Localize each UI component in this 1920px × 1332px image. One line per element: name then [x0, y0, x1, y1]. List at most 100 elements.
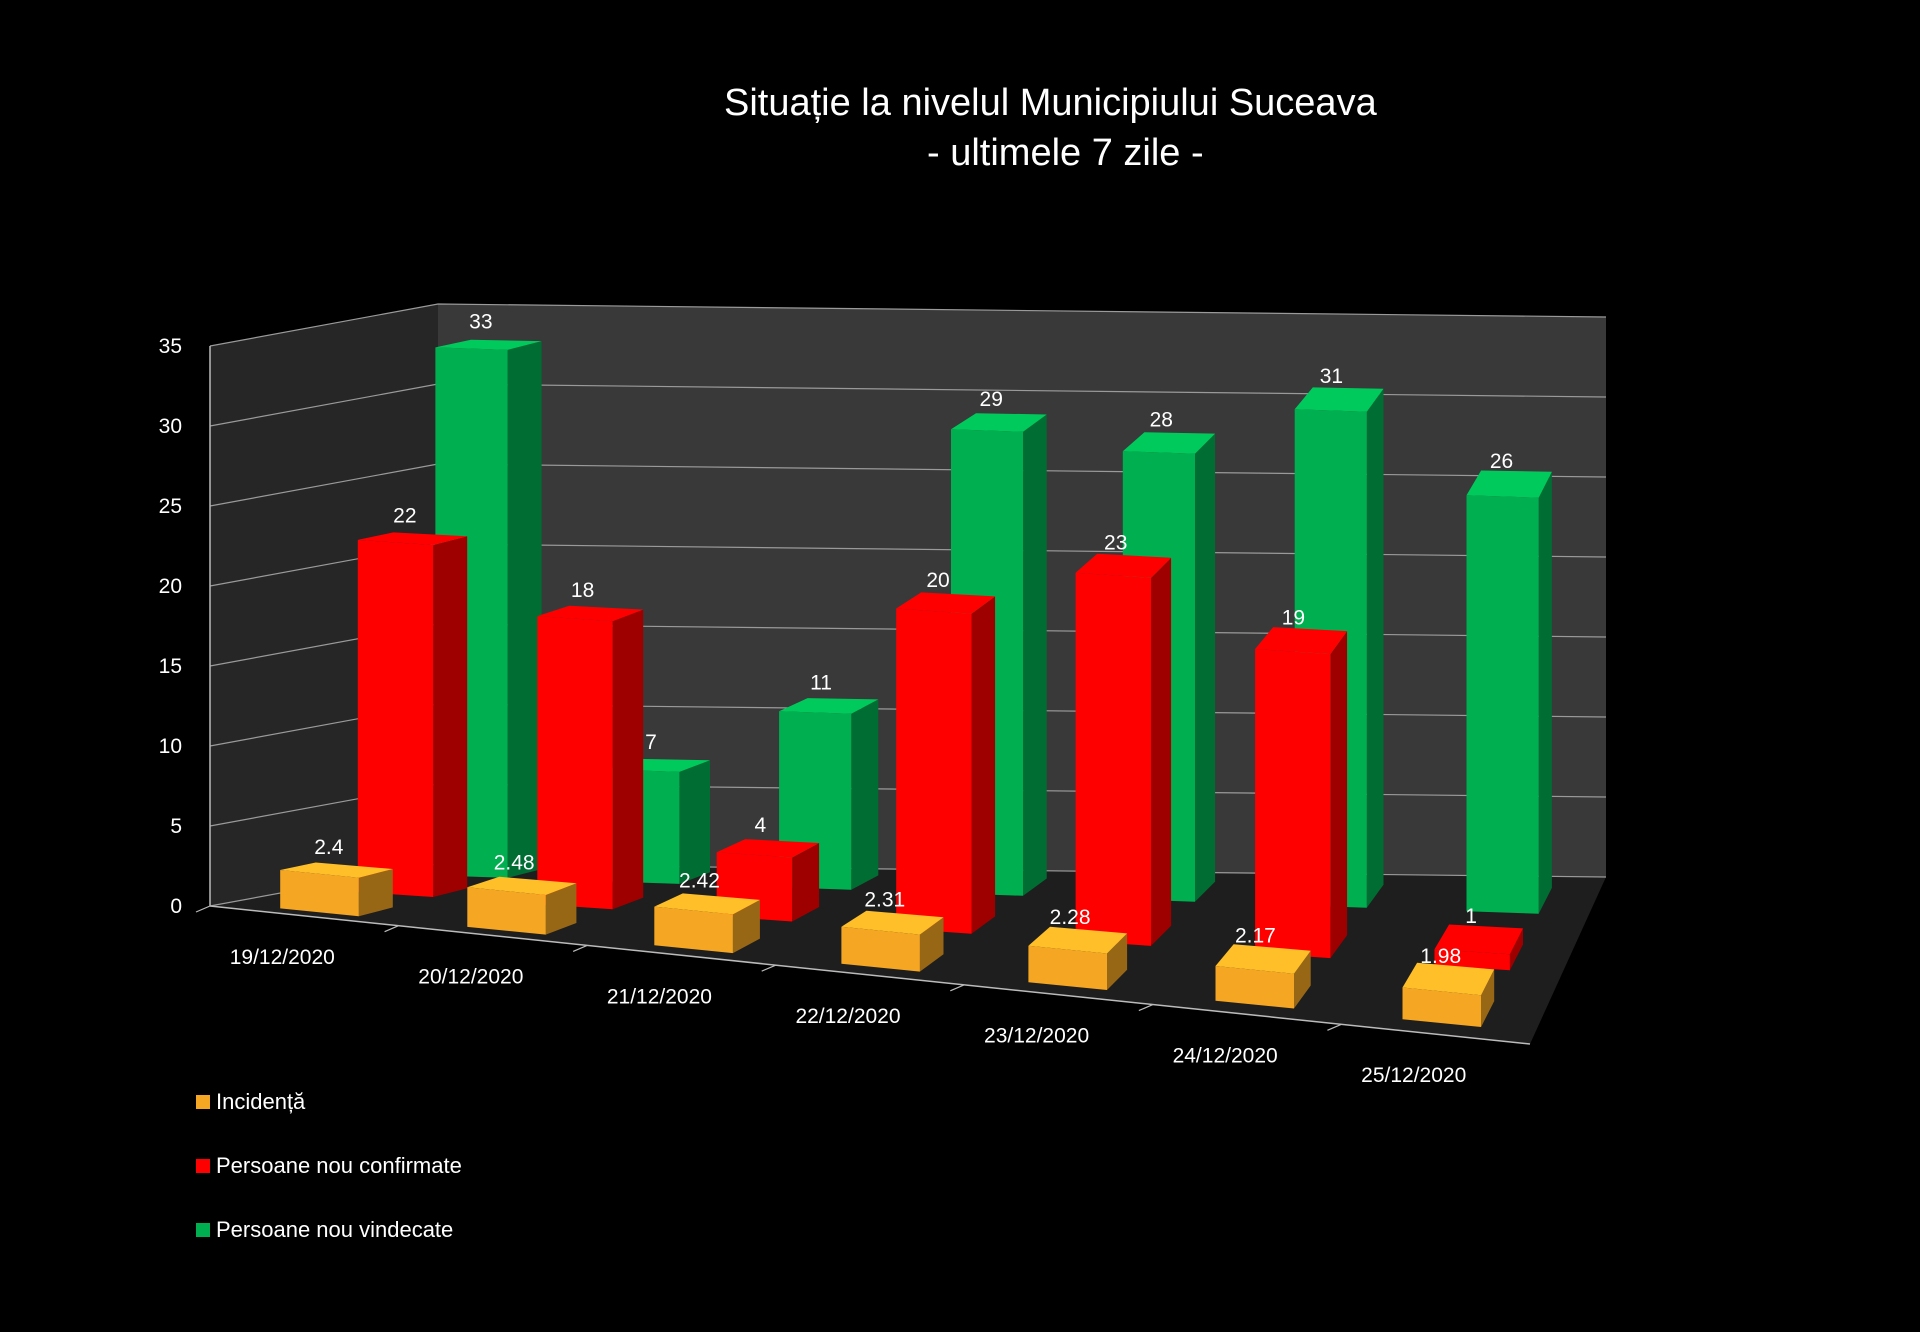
bar: [1434, 949, 1510, 971]
bar: [654, 906, 733, 954]
chart-title: Situație la nivelul Municipiului Suceava: [724, 82, 1377, 124]
x-tick: [384, 925, 399, 933]
x-tick: [1327, 1023, 1342, 1031]
legend-label-confirmate: Persoane nou confirmate: [216, 1153, 462, 1178]
bar-side: [1509, 928, 1523, 971]
bar-side: [1366, 388, 1384, 908]
y-tick-label: 5: [170, 815, 182, 838]
bar-top: [1075, 553, 1172, 578]
y-tick-label: 15: [159, 655, 182, 678]
legend-swatch-incidenta: [196, 1095, 210, 1109]
bar-top: [841, 910, 944, 935]
bar: [1402, 987, 1482, 1027]
bar-side: [1107, 933, 1128, 990]
y-tick-label: 0: [170, 895, 182, 918]
bar-top: [654, 893, 760, 915]
y-tick-label: 25: [159, 495, 182, 518]
data-label: 19: [1282, 606, 1305, 629]
data-label: 2.31: [864, 888, 905, 911]
legend-swatch-vindecate: [196, 1223, 210, 1237]
bar-top: [1294, 387, 1384, 412]
data-label: 22: [393, 504, 416, 527]
data-label: 2.42: [679, 870, 720, 893]
legend-item-confirmate: Persoane nou confirmate: [196, 1134, 462, 1198]
data-label: 29: [980, 388, 1003, 411]
bar-side: [1294, 950, 1311, 1009]
bar-top: [1255, 627, 1348, 655]
bar-top: [951, 413, 1047, 432]
bar: [1255, 649, 1331, 959]
data-label: 2.48: [494, 852, 535, 875]
bar-top: [716, 839, 820, 858]
y-tick-label: 30: [159, 415, 182, 438]
bar-side: [1481, 969, 1495, 1027]
legend-label-vindecate: Persoane nou vindecate: [216, 1217, 454, 1242]
bar: [841, 926, 920, 972]
data-label: 20: [926, 569, 949, 592]
data-label: 11: [810, 672, 832, 695]
bar: [357, 539, 434, 897]
bar: [1466, 495, 1539, 914]
data-label: 33: [469, 311, 492, 334]
legend-swatch-confirmate: [196, 1159, 210, 1173]
bar: [280, 870, 359, 917]
bar-top: [1028, 926, 1128, 954]
data-label: 2.17: [1235, 925, 1276, 948]
bar-top: [357, 532, 468, 545]
bar-side: [612, 609, 644, 910]
data-label: 2.28: [1050, 906, 1091, 929]
bar-top: [779, 698, 879, 714]
bar: [896, 608, 972, 934]
bar-top: [1466, 470, 1552, 498]
chart-subtitle: - ultimele 7 zile -: [927, 132, 1204, 174]
bar-top: [435, 339, 542, 350]
bar-side: [971, 596, 996, 934]
bar-top: [1434, 924, 1523, 955]
legend-item-vindecate: Persoane nou vindecate: [196, 1198, 462, 1262]
y-tick-label: 35: [159, 335, 182, 358]
x-tick-label: 23/12/2020: [984, 1025, 1089, 1048]
x-tick-label: 20/12/2020: [418, 966, 523, 989]
bar-side: [851, 699, 879, 890]
data-label: 2.4: [314, 836, 344, 859]
x-tick-label: 25/12/2020: [1361, 1064, 1466, 1087]
bar-side: [679, 760, 710, 884]
x-axis-line: [209, 905, 1531, 1045]
bar-top: [467, 876, 577, 895]
bar-side: [1330, 631, 1348, 959]
x-tick-label: 24/12/2020: [1173, 1044, 1278, 1067]
bar-side: [732, 899, 760, 954]
bar-side: [433, 536, 468, 897]
data-label: 18: [571, 579, 594, 602]
bar-side: [1538, 471, 1552, 914]
data-label: 4: [754, 814, 766, 837]
x-tick: [1138, 1004, 1154, 1012]
x-tick: [195, 905, 211, 913]
bar-side: [1195, 433, 1216, 902]
x-tick-label: 19/12/2020: [230, 946, 335, 969]
bar-top: [1122, 432, 1216, 454]
bar: [1075, 572, 1151, 946]
bar: [537, 616, 613, 910]
data-label: 7: [645, 731, 657, 754]
bar-side: [507, 341, 542, 878]
bar: [467, 887, 546, 935]
data-label: 1: [1465, 905, 1477, 928]
data-label: 28: [1150, 409, 1173, 432]
data-label: 26: [1490, 450, 1513, 473]
bar-side: [1151, 557, 1172, 946]
data-label: 31: [1320, 365, 1343, 388]
bar-side: [545, 883, 577, 935]
x-tick-label: 21/12/2020: [607, 985, 712, 1008]
bar-top: [537, 605, 644, 622]
bar-top: [1215, 944, 1311, 974]
bar-top: [1402, 962, 1495, 996]
x-tick-label: 22/12/2020: [795, 1005, 900, 1028]
bar-side: [358, 869, 393, 917]
bar: [1028, 945, 1107, 990]
gridline: [209, 303, 1607, 347]
bar-top: [280, 862, 393, 878]
x-tick: [761, 964, 776, 972]
